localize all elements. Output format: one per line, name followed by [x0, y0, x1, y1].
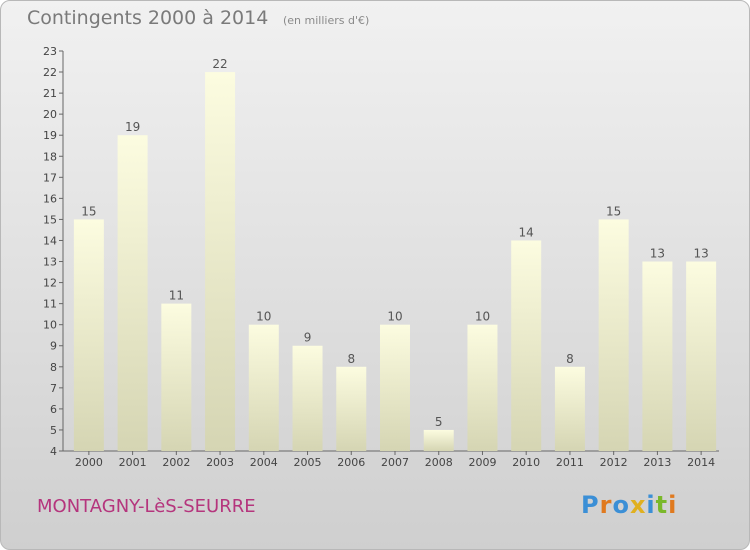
- y-tick-label: 21: [43, 87, 57, 100]
- x-tick-label: 2001: [119, 456, 147, 469]
- data-label-2006: 8: [347, 352, 355, 366]
- chart-subtitle: (en milliers d'€): [283, 14, 370, 27]
- y-tick-label: 20: [43, 108, 57, 121]
- bar-2001: [117, 135, 148, 452]
- x-tick-label: 2000: [75, 456, 103, 469]
- y-tick-label: 4: [50, 445, 57, 458]
- y-tick-label: 10: [43, 319, 57, 332]
- proxiti-logo[interactable]: Proxiti: [581, 491, 677, 519]
- y-tick-label: 11: [43, 298, 57, 311]
- bar-2008: [423, 429, 454, 451]
- bar-2005: [292, 345, 323, 451]
- data-label-2002: 11: [169, 289, 184, 303]
- chart-bars: [73, 72, 717, 452]
- bar-2006: [336, 366, 367, 451]
- data-label-2001: 19: [125, 120, 140, 134]
- x-tick-label: 2011: [556, 456, 584, 469]
- bar-2002: [161, 303, 192, 451]
- bar-2003: [205, 72, 236, 451]
- x-tick-label: 2010: [512, 456, 540, 469]
- y-tick-label: 18: [43, 150, 57, 163]
- logo-letter: r: [599, 491, 613, 519]
- bar-2009: [467, 324, 498, 451]
- x-tick-label: 2005: [294, 456, 322, 469]
- data-label-2005: 9: [304, 331, 312, 345]
- y-tick-label: 19: [43, 129, 57, 142]
- y-tick-label: 7: [50, 382, 57, 395]
- bar-2011: [554, 366, 585, 451]
- logo-letter: o: [612, 491, 630, 519]
- y-tick-label: 17: [43, 171, 57, 184]
- y-tick-label: 8: [50, 361, 57, 374]
- data-label-2013: 13: [650, 247, 665, 261]
- data-label-2003: 22: [212, 57, 227, 71]
- y-tick-label: 14: [43, 234, 57, 247]
- x-tick-label: 2003: [206, 456, 234, 469]
- data-label-2007: 10: [387, 310, 402, 324]
- x-tick-label: 2014: [687, 456, 715, 469]
- y-tick-label: 9: [50, 340, 57, 353]
- data-label-2004: 10: [256, 310, 271, 324]
- bar-2014: [686, 261, 717, 451]
- chart-title: Contingents 2000 à 2014: [27, 7, 269, 29]
- y-tick-label: 6: [50, 403, 57, 416]
- logo-letter: P: [581, 491, 600, 519]
- y-tick-label: 5: [50, 424, 57, 437]
- y-tick-label: 15: [43, 213, 57, 226]
- x-tick-label: 2006: [337, 456, 365, 469]
- data-label-2014: 13: [693, 247, 708, 261]
- y-tick-label: 13: [43, 256, 57, 269]
- x-tick-label: 2013: [643, 456, 671, 469]
- bar-2007: [380, 324, 410, 451]
- logo-letter: x: [629, 491, 647, 519]
- x-tick-label: 2004: [250, 456, 278, 469]
- commune-name: MONTAGNY-LèS-SEURRE: [37, 496, 256, 517]
- y-tick-label: 22: [43, 66, 57, 79]
- data-label-2012: 15: [606, 204, 621, 218]
- data-label-2009: 10: [475, 310, 490, 324]
- data-label-2000: 15: [81, 204, 96, 218]
- bar-2000: [73, 219, 104, 451]
- y-tick-label: 23: [43, 45, 57, 58]
- x-tick-label: 2008: [425, 456, 453, 469]
- logo-letter: t: [655, 491, 669, 519]
- logo-letter: i: [668, 491, 678, 519]
- y-tick-label: 12: [43, 277, 57, 290]
- bar-2012: [598, 219, 629, 451]
- bar-2004: [248, 324, 279, 451]
- bar-2010: [511, 240, 542, 451]
- x-tick-label: 2007: [381, 456, 409, 469]
- x-tick-label: 2009: [468, 456, 496, 469]
- bar-2013: [642, 261, 673, 451]
- data-label-2011: 8: [566, 352, 574, 366]
- chart-data-labels: 15 19 11 22 10 9 8 10 5 10 14 8 15 13 13: [81, 57, 709, 429]
- data-label-2008: 5: [435, 415, 443, 429]
- logo-letter: i: [646, 491, 656, 519]
- y-tick-label: 16: [43, 192, 57, 205]
- x-tick-label: 2002: [162, 456, 190, 469]
- x-tick-label: 2012: [600, 456, 628, 469]
- data-label-2010: 14: [519, 225, 534, 239]
